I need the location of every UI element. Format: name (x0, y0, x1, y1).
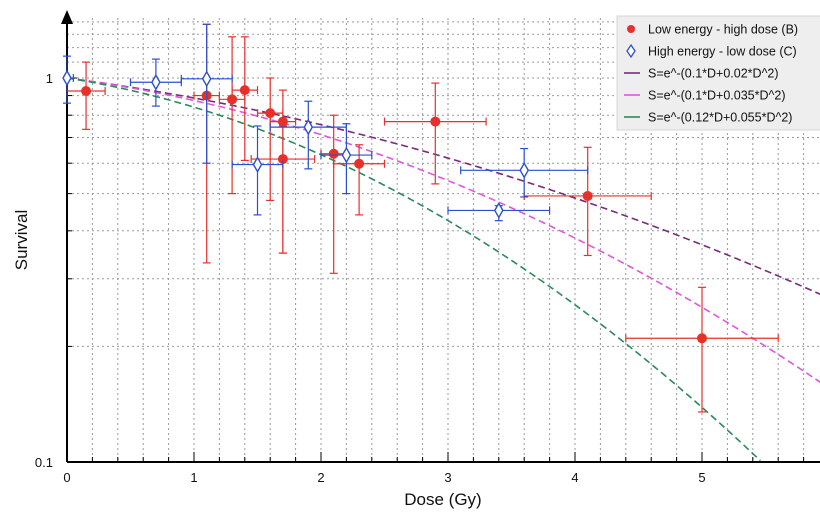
data-point (81, 86, 92, 97)
data-point (252, 156, 263, 173)
data-point (277, 116, 288, 127)
x-tick-label: 1 (190, 470, 197, 485)
legend-marker (626, 43, 636, 59)
data-point (493, 202, 504, 219)
legend-item: S=e^-(0.1*D+0.035*D^2) (624, 89, 786, 103)
ticks: 0 1 2 3 4 5 0.1 1 (35, 71, 805, 485)
fit-curve (66, 77, 820, 384)
data-series (66, 23, 779, 413)
data-point (328, 148, 339, 159)
legend-item: Low energy - high dose (B) (627, 23, 798, 37)
data-point (265, 108, 276, 119)
fit-curve (66, 77, 820, 296)
data-point (62, 69, 72, 87)
data-point (582, 190, 593, 201)
data-point (201, 70, 212, 88)
legend-label: High energy - low dose (C) (648, 45, 797, 59)
data-point (697, 333, 707, 344)
x-tick-label: 5 (698, 470, 705, 485)
fit-curve (66, 77, 761, 462)
data-point (341, 146, 352, 164)
data-point (227, 94, 238, 105)
y-axis-title: Survival (12, 210, 31, 270)
legend-label: S=e^-(0.1*D+0.02*D^2) (648, 67, 779, 81)
legend-marker (627, 25, 635, 33)
x-tick-label: 2 (317, 470, 324, 485)
legend-label: Low energy - high dose (B) (648, 23, 798, 37)
y-tick-label: 1 (46, 71, 53, 86)
data-series (62, 23, 589, 222)
x-tick-label: 3 (444, 470, 451, 485)
grid-lines (67, 18, 820, 462)
legend-label: S=e^-(0.1*D+0.035*D^2) (648, 89, 786, 103)
data-point (151, 73, 161, 91)
x-tick-label: 0 (63, 470, 70, 485)
legend-item: S=e^-(0.1*D+0.02*D^2) (624, 67, 779, 81)
data-point (430, 116, 441, 127)
x-axis-title: Dose (Gy) (404, 490, 481, 509)
data-points (62, 23, 779, 413)
y-axis-arrow-icon (61, 10, 73, 24)
legend-box (616, 15, 820, 131)
x-tick-label: 4 (571, 470, 578, 485)
fit-curves (66, 77, 820, 462)
legend-item: High energy - low dose (C) (626, 43, 797, 59)
legend: Low energy - high dose (B) High energy - … (616, 15, 820, 131)
legend-label: S=e^-(0.12*D+0.055*D^2) (648, 111, 792, 125)
y-tick-label: 0.1 (35, 455, 53, 470)
data-point (303, 118, 314, 136)
data-point (239, 85, 250, 96)
legend-item: S=e^-(0.12*D+0.055*D^2) (624, 111, 792, 125)
data-point (519, 161, 530, 179)
data-point (354, 158, 365, 169)
